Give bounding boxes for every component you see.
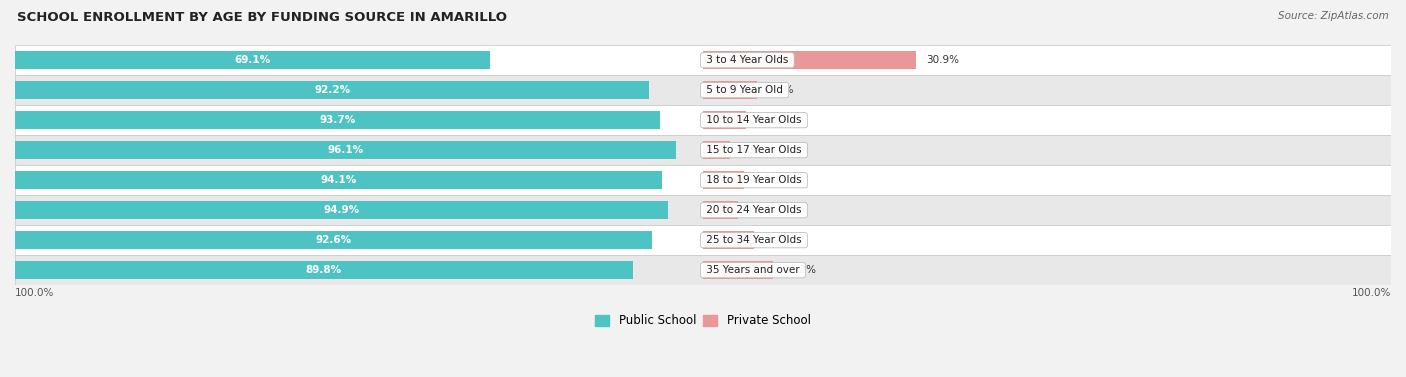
Text: 15 to 17 Year Olds: 15 to 17 Year Olds <box>703 145 804 155</box>
FancyBboxPatch shape <box>15 105 1391 135</box>
Legend: Public School, Private School: Public School, Private School <box>591 310 815 332</box>
FancyBboxPatch shape <box>15 255 1391 285</box>
Bar <box>703 111 747 129</box>
Text: 3.9%: 3.9% <box>740 145 766 155</box>
Text: 18 to 19 Year Olds: 18 to 19 Year Olds <box>703 175 804 185</box>
Bar <box>15 201 668 219</box>
Text: 89.8%: 89.8% <box>307 265 342 275</box>
Text: Source: ZipAtlas.com: Source: ZipAtlas.com <box>1278 11 1389 21</box>
Text: 10 to 14 Year Olds: 10 to 14 Year Olds <box>703 115 804 125</box>
Text: 7.8%: 7.8% <box>768 85 793 95</box>
Text: 10.2%: 10.2% <box>783 265 817 275</box>
Text: 94.9%: 94.9% <box>323 205 360 215</box>
Text: 92.6%: 92.6% <box>315 235 352 245</box>
Bar <box>15 261 633 279</box>
Bar <box>15 141 676 159</box>
Text: 35 Years and over: 35 Years and over <box>703 265 803 275</box>
Text: 5 to 9 Year Old: 5 to 9 Year Old <box>703 85 786 95</box>
Bar <box>703 81 756 100</box>
Bar <box>703 171 744 190</box>
Text: 6.3%: 6.3% <box>756 115 783 125</box>
FancyBboxPatch shape <box>15 225 1391 255</box>
FancyBboxPatch shape <box>15 75 1391 105</box>
Bar <box>15 231 652 250</box>
Text: 96.1%: 96.1% <box>328 145 364 155</box>
Text: 20 to 24 Year Olds: 20 to 24 Year Olds <box>703 205 804 215</box>
Bar <box>703 141 730 159</box>
Text: 5.1%: 5.1% <box>748 205 775 215</box>
Text: 25 to 34 Year Olds: 25 to 34 Year Olds <box>703 235 804 245</box>
Text: 92.2%: 92.2% <box>314 85 350 95</box>
Text: 5.9%: 5.9% <box>754 175 780 185</box>
Text: 94.1%: 94.1% <box>321 175 357 185</box>
Text: 3 to 4 Year Olds: 3 to 4 Year Olds <box>703 55 792 65</box>
Text: 100.0%: 100.0% <box>15 288 55 297</box>
Bar <box>15 81 650 100</box>
Bar <box>703 201 738 219</box>
Bar <box>15 171 662 190</box>
FancyBboxPatch shape <box>15 195 1391 225</box>
Text: 69.1%: 69.1% <box>235 55 271 65</box>
FancyBboxPatch shape <box>15 45 1391 75</box>
Bar <box>703 261 773 279</box>
Bar <box>703 51 915 69</box>
FancyBboxPatch shape <box>15 135 1391 165</box>
Bar <box>703 231 754 250</box>
Bar <box>15 111 659 129</box>
Text: 30.9%: 30.9% <box>927 55 959 65</box>
Text: 100.0%: 100.0% <box>1351 288 1391 297</box>
Text: SCHOOL ENROLLMENT BY AGE BY FUNDING SOURCE IN AMARILLO: SCHOOL ENROLLMENT BY AGE BY FUNDING SOUR… <box>17 11 508 24</box>
FancyBboxPatch shape <box>15 165 1391 195</box>
Bar <box>15 51 491 69</box>
Text: 7.4%: 7.4% <box>765 235 790 245</box>
Text: 93.7%: 93.7% <box>319 115 356 125</box>
